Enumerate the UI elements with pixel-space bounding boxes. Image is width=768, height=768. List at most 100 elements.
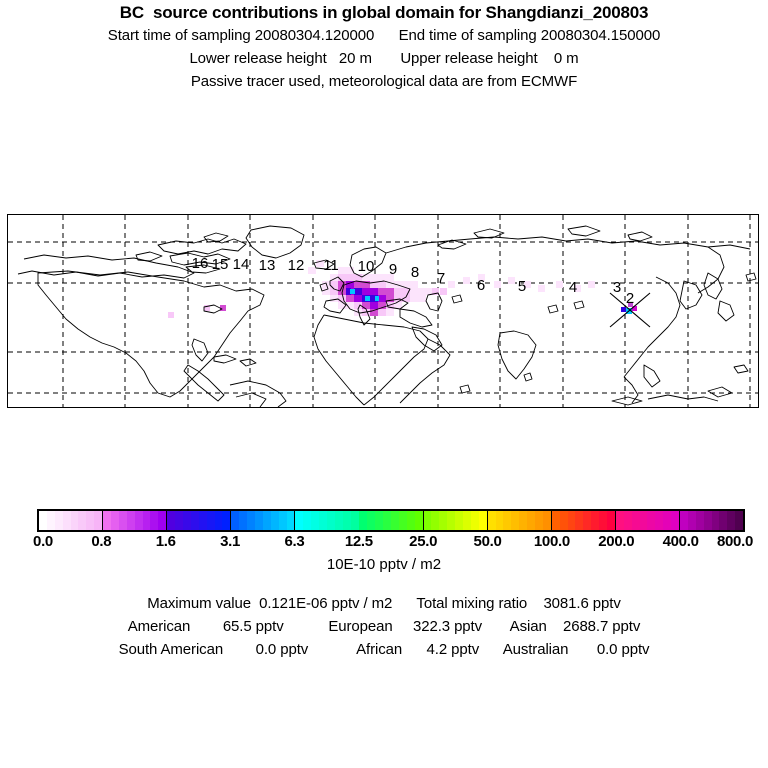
colorbar-cell — [94, 511, 103, 530]
colorbar-cell — [46, 511, 55, 530]
colorbar-unit-label: 10E-10 pptv / m2 — [326, 556, 442, 573]
trajectory-age-label: 13 — [259, 257, 276, 274]
page-title: BC source contributions in global domain… — [119, 3, 649, 22]
colorbar-cell — [503, 511, 512, 530]
colorbar-cell — [142, 511, 151, 530]
colorbar-cell — [567, 511, 576, 530]
trajectory-age-label: 6 — [477, 277, 485, 294]
colorbar-cell — [350, 511, 359, 530]
colorbar-cell — [542, 511, 551, 530]
colorbar-cell — [239, 511, 248, 530]
colorbar-cell — [383, 511, 392, 530]
trajectory-age-label: 12 — [288, 257, 305, 274]
colorbar-segment — [551, 511, 616, 530]
colorbar-cell — [406, 511, 415, 530]
colorbar-cell — [295, 511, 304, 530]
colorbar-cell — [206, 511, 215, 530]
colorbar-tick-label: 0.8 — [91, 533, 112, 550]
colorbar-segment — [167, 511, 232, 530]
colorbar-tick-label: 12.5 — [344, 533, 373, 550]
colorbar-cell — [647, 511, 656, 530]
plot-header: BC source contributions in global domain… — [0, 0, 768, 93]
colorbar-cell — [359, 511, 368, 530]
colorbar-cell — [78, 511, 87, 530]
colorbar-cell — [663, 511, 672, 530]
trajectory-age-label: 11 — [323, 257, 339, 274]
colorbar-cell — [126, 511, 135, 530]
stats-line-maximum: Maximum value 0.121E-06 pptv / m2 Total … — [147, 595, 621, 612]
trajectory-age-label: 15 — [212, 256, 229, 273]
colorbar-cell — [270, 511, 279, 530]
colorbar-tick-label: 800.0 — [716, 533, 754, 550]
colorbar-cell — [182, 511, 191, 530]
sampling-time-line: Start time of sampling 20080304.120000 E… — [107, 27, 661, 44]
colorbar-cell — [367, 511, 376, 530]
colorbar-cell — [398, 511, 407, 530]
colorbar-cell — [214, 511, 223, 530]
colorbar-tick-labels: 0.0 0.8 1.6 3.1 6.3 12.5 25.0 50.0 100.0 200.0 400… — [0, 533, 768, 553]
colorbar-cell — [222, 511, 231, 530]
colorbar-tick-label: 0.0 — [33, 533, 53, 550]
colorbar-cell — [695, 511, 704, 530]
colorbar-cell — [247, 511, 255, 530]
colorbar-cell — [262, 511, 271, 530]
colorbar-cell — [470, 511, 479, 530]
colorbar-cell — [311, 511, 320, 530]
colorbar-cell — [198, 511, 207, 530]
colorbar-cell — [478, 511, 487, 530]
colorbar-cell — [439, 511, 448, 530]
colorbar-segment — [39, 511, 104, 530]
trajectory-age-label: 9 — [389, 261, 397, 278]
colorbar-cell — [687, 511, 696, 530]
colorbar-segment — [487, 511, 552, 530]
colorbar-cell — [62, 511, 71, 530]
colorbar-cell — [334, 511, 343, 530]
colorbar-cell — [639, 511, 648, 530]
colorbar-cell — [599, 511, 607, 530]
colorbar-cell — [54, 511, 63, 530]
colorbar-tick-label: 25.0 — [409, 533, 438, 550]
colorbar-cell — [495, 511, 504, 530]
trajectory-age-label: 5 — [518, 278, 526, 295]
colorbar-cell — [655, 511, 664, 530]
stats-line-regions-2: South American 0.0 pptv African 4.2 pptv… — [118, 641, 650, 658]
statistics-block: Maximum value 0.121E-06 pptv / m2 Total … — [0, 592, 768, 661]
receptor-site-marker — [609, 292, 651, 328]
colorbar-tick-label: 1.6 — [155, 533, 176, 550]
colorbar-tick-label: 400.0 — [662, 533, 699, 550]
trajectory-age-label: 3 — [613, 279, 621, 296]
colorbar-cell — [431, 511, 440, 530]
trajectory-age-label: 4 — [569, 279, 577, 296]
trajectory-age-label: 14 — [233, 256, 250, 273]
trajectory-age-labels: 16 15 14 13 12 11 10 9 8 7 6 5 4 32 — [192, 255, 635, 307]
colorbar-cell — [375, 511, 384, 530]
colorbar-cell — [447, 511, 456, 530]
colorbar-cell — [110, 511, 119, 530]
colorbar-segment — [359, 511, 424, 530]
colorbar-cell — [455, 511, 464, 530]
colorbar-cell — [575, 511, 584, 530]
colorbar-cell — [70, 511, 79, 530]
colorbar-cell — [319, 511, 327, 530]
colorbar-cell — [286, 511, 295, 530]
colorbar-cell — [254, 511, 263, 530]
colorbar-cell — [190, 511, 199, 530]
colorbar-cell — [703, 511, 712, 530]
trajectory-age-label: 7 — [437, 270, 445, 287]
colorbar-segment — [679, 511, 744, 530]
trajectory-age-label: 8 — [411, 264, 419, 281]
colorbar-cell — [719, 511, 728, 530]
colorbar-segment — [615, 511, 680, 530]
trajectory-age-label: 16 — [192, 255, 209, 272]
colorbar-cell — [342, 511, 351, 530]
colorbar — [37, 509, 745, 532]
colorbar-cell — [727, 511, 736, 530]
colorbar-segment — [231, 511, 296, 530]
colorbar-cell — [679, 511, 688, 530]
colorbar-cell — [303, 511, 312, 530]
world-map: 16 15 14 13 12 11 10 9 8 7 6 5 4 32 — [8, 215, 758, 407]
trajectory-age-label: 2 — [626, 290, 634, 307]
colorbar-cell — [423, 511, 432, 530]
colorbar-cell — [511, 511, 520, 530]
